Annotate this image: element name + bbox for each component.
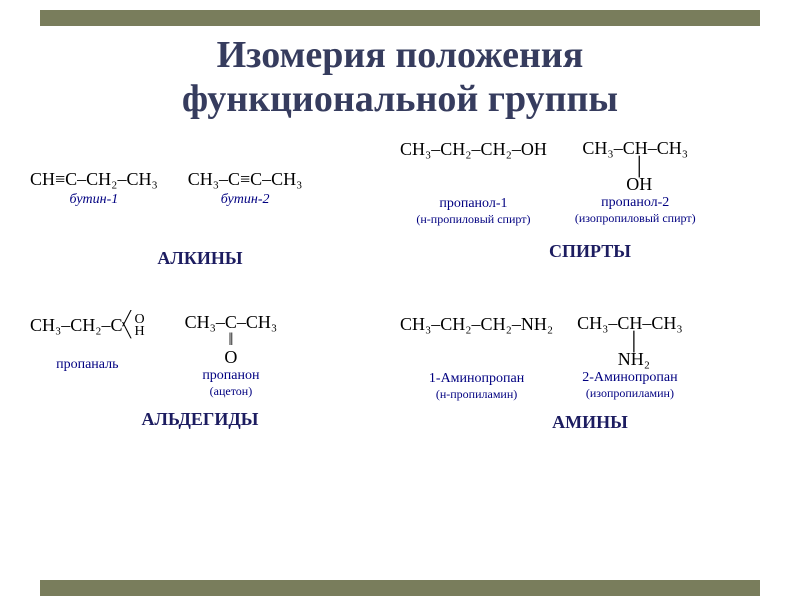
aminopropane-2: CH₃–CH–CH₃ │ NH₂ 2-Аминопропан (изопропи…: [577, 314, 683, 402]
propanone: CH₃–C–CH₃ ‖ O пропанон (ацетон): [185, 314, 278, 398]
propanol-2-sub: (изопропиловый спирт): [575, 211, 696, 226]
propanol-1-name: пропанол-1: [439, 196, 507, 212]
propanol-2-name: пропанол-2: [601, 195, 669, 211]
alcohols-block: CH₃–CH₂–CH₂–OH пропанол-1 (н-пропиловый …: [400, 139, 780, 262]
title-line-1: Изомерия положения: [217, 34, 584, 76]
aminopropane-1-formula: CH₃–CH₂–CH₂–NH₂: [400, 314, 553, 335]
top-decorative-bar: [40, 10, 760, 26]
aminopropane-1-sub: (н-пропиламин): [436, 387, 517, 402]
propanone-structure: CH₃–C–CH₃ ‖ O: [185, 314, 278, 365]
aminopropane-2-top: CH₃–CH–CH₃: [577, 314, 683, 332]
propanone-sub: (ацетон): [210, 384, 253, 399]
propanone-name: пропанон: [202, 368, 259, 384]
aminopropane-1: CH₃–CH₂–CH₂–NH₂ 1-Аминопропан (н-пропила…: [400, 314, 553, 402]
aminopropane-2-sub: (изопропиламин): [586, 386, 674, 401]
amines-label: АМИНЫ: [400, 412, 780, 433]
butyne-2-name: бутин-2: [221, 192, 270, 208]
butyne-1-formula: CH≡C–CH₂–CH₃: [30, 169, 158, 190]
propanol-2-mid: │: [633, 157, 646, 175]
amines-block: CH₃–CH₂–CH₂–NH₂ 1-Аминопропан (н-пропила…: [400, 314, 780, 433]
alcohols-label: СПИРТЫ: [400, 241, 780, 262]
alkynes-label: АЛКИНЫ: [30, 248, 370, 269]
propanone-mid: ‖: [228, 331, 233, 348]
butyne-2-formula: CH₃–C≡C–CH₃: [188, 169, 303, 190]
amines-row: CH₃–CH₂–CH₂–NH₂ 1-Аминопропан (н-пропила…: [400, 314, 780, 402]
alcohols-row: CH₃–CH₂–CH₂–OH пропанол-1 (н-пропиловый …: [400, 139, 780, 227]
propanal-chain: CH₃–CH₂–C: [30, 315, 123, 336]
aminopropane-2-mid: │: [628, 332, 641, 350]
butyne-1-name: бутин-1: [69, 192, 118, 208]
alkynes-block: CH≡C–CH₂–CH₃ бутин-1 CH₃–C≡C–CH₃ бутин-2…: [30, 169, 370, 269]
propanol-1: CH₃–CH₂–CH₂–OH пропанол-1 (н-пропиловый …: [400, 139, 547, 227]
aldehydes-block: CH₃–CH₂–C ╱ O ╲ H пропаналь CH₃–C–CH₃ ‖ …: [30, 314, 370, 429]
propanal: CH₃–CH₂–C ╱ O ╲ H пропаналь: [30, 314, 145, 372]
aminopropane-2-bot: NH₂: [618, 350, 650, 368]
propanal-structure: CH₃–CH₂–C ╱ O ╲ H: [30, 314, 145, 336]
aminopropane-2-structure: CH₃–CH–CH₃ │ NH₂: [577, 314, 683, 368]
butyne-2: CH₃–C≡C–CH₃ бутин-2: [188, 169, 303, 208]
propanol-2-structure: CH₃–CH–CH₃ │ OH: [582, 139, 688, 193]
propanal-bonds: ╱ O ╲ H: [123, 314, 145, 336]
propanol-1-formula: CH₃–CH₂–CH₂–OH: [400, 139, 547, 160]
propanone-bot: O: [224, 349, 237, 366]
aminopropane-1-name: 1-Аминопропан: [429, 371, 524, 387]
propanol-2-top: CH₃–CH–CH₃: [582, 139, 688, 157]
propanol-1-sub: (н-пропиловый спирт): [416, 212, 530, 227]
propanal-name: пропаналь: [56, 357, 118, 373]
title-line-2: функциональной группы: [182, 78, 618, 120]
aldehydes-label: АЛЬДЕГИДЫ: [30, 409, 370, 430]
propanol-2-bot: OH: [626, 175, 652, 193]
propanal-lower: ╲ H: [123, 326, 145, 337]
bottom-decorative-bar: [40, 580, 760, 596]
aldehydes-row: CH₃–CH₂–C ╱ O ╲ H пропаналь CH₃–C–CH₃ ‖ …: [30, 314, 370, 398]
butyne-1: CH≡C–CH₂–CH₃ бутин-1: [30, 169, 158, 208]
aminopropane-2-name: 2-Аминопропан: [582, 370, 677, 386]
slide-title: Изомерия положения функциональной группы: [0, 34, 800, 121]
alkynes-row: CH≡C–CH₂–CH₃ бутин-1 CH₃–C≡C–CH₃ бутин-2: [30, 169, 370, 208]
propanol-2: CH₃–CH–CH₃ │ OH пропанол-2 (изопропиловы…: [575, 139, 696, 227]
